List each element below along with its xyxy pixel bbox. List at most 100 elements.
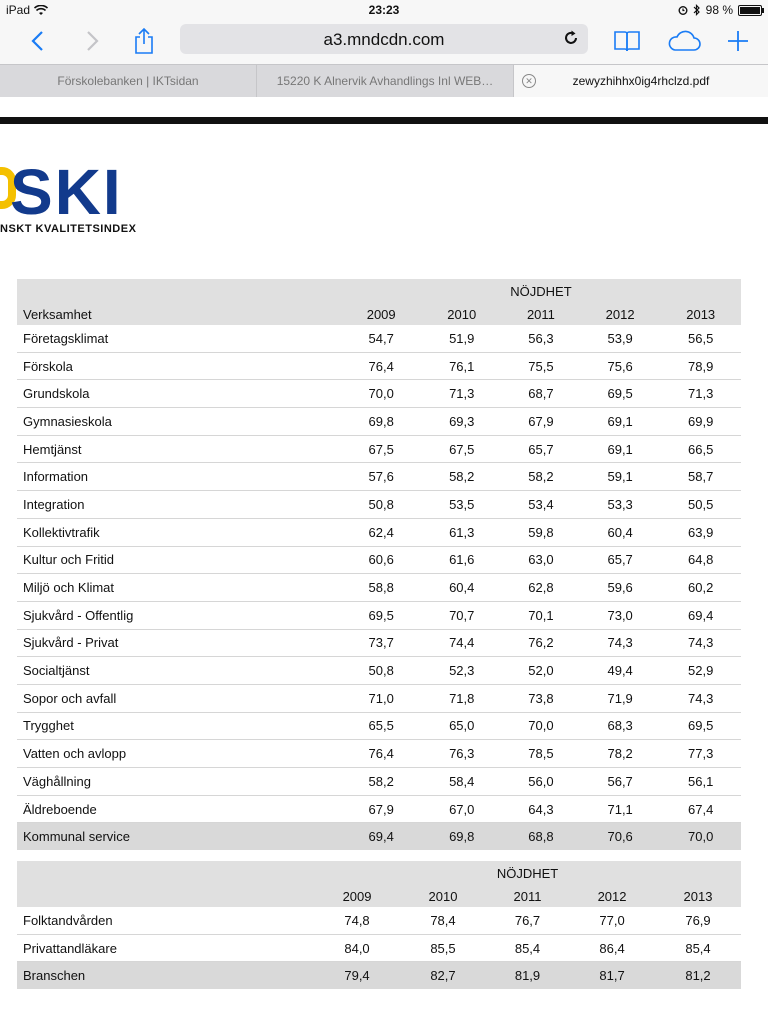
cell-value: 74,4 — [421, 629, 502, 658]
cell-value: 49,4 — [579, 656, 661, 685]
cell-value: 58,2 — [421, 462, 502, 492]
row-label: Grundskola — [17, 379, 341, 409]
cloud-icon — [668, 30, 701, 51]
row-label: Socialtjänst — [17, 656, 341, 685]
tab-pdf[interactable]: ✕ zewyzhihhx0ig4rhclzd.pdf — [514, 65, 768, 97]
cell-value: 65,7 — [579, 546, 661, 575]
cell-value: 74,3 — [660, 629, 741, 658]
table-row: Sopor och avfall 71,0 71,8 73,8 71,9 74,3 — [17, 684, 741, 713]
battery-percent: 98 % — [705, 3, 733, 17]
table-row: Sjukvård - Offentlig 69,5 70,7 70,1 73,0 69,4 — [17, 601, 741, 630]
year-header: 2009 — [340, 303, 422, 325]
cell-value: 69,9 — [660, 407, 741, 436]
cell-value: 67,0 — [421, 795, 502, 824]
address-bar[interactable]: a3.mndcdn.com — [180, 24, 588, 54]
table-row: Äldreboende 67,9 67,0 64,3 71,1 67,4 — [17, 795, 741, 824]
cell-value: 78,4 — [400, 907, 486, 935]
logo-mark — [0, 167, 16, 209]
year-header: 2012 — [569, 885, 656, 907]
cell-value: 56,3 — [501, 325, 580, 353]
year-header: 2013 — [655, 885, 741, 907]
table-row: Kultur och Fritid 60,6 61,6 63,0 65,7 64,8 — [17, 546, 741, 575]
table-row: Integration 50,8 53,5 53,4 53,3 50,5 — [17, 490, 741, 519]
total-row: Kommunal service 69,4 69,8 68,8 70,6 70,0 — [17, 822, 741, 851]
close-tab-icon[interactable]: ✕ — [522, 74, 536, 88]
cell-value: 71,0 — [340, 684, 422, 713]
cell-value: 59,1 — [579, 462, 661, 492]
url-text[interactable]: a3.mndcdn.com — [323, 30, 445, 49]
table-row: Förskola 76,4 76,1 75,5 75,6 78,9 — [17, 352, 741, 381]
year-header: 2010 — [421, 303, 502, 325]
table-row: Företagsklimat 54,7 51,9 56,3 53,9 56,5 — [17, 325, 741, 353]
year-header: 2011 — [485, 885, 570, 907]
cell-value: 53,4 — [501, 490, 580, 519]
cell-value: 60,4 — [421, 573, 502, 602]
cell-value: 56,5 — [660, 325, 741, 353]
cell-value: 59,8 — [501, 518, 580, 547]
reload-icon[interactable] — [562, 29, 580, 47]
cell-value: 60,2 — [660, 573, 741, 602]
icloud-tabs-button[interactable] — [666, 26, 702, 56]
satisfaction-table-dental: NÖJDHET 2009 2010 2011 2012 2013 Folktandvårde… — [17, 861, 741, 990]
new-tab-button[interactable] — [724, 26, 752, 56]
share-button[interactable] — [130, 26, 158, 56]
cell-value: 64,8 — [660, 546, 741, 575]
total-value: 79,4 — [314, 961, 400, 990]
cell-value: 63,9 — [660, 518, 741, 547]
cell-value: 73,8 — [501, 684, 580, 713]
table-row: Information 57,6 58,2 58,2 59,1 58,7 — [17, 462, 741, 492]
row-label: Sopor och avfall — [17, 684, 341, 713]
cell-value: 64,3 — [501, 795, 580, 824]
cell-value: 76,2 — [501, 629, 580, 658]
row-label: Folktandvården — [17, 907, 315, 935]
group-header: NÖJDHET — [340, 279, 741, 303]
tab-label: zewyzhihhx0ig4rhclzd.pdf — [572, 74, 710, 88]
cell-value: 73,7 — [340, 629, 422, 658]
row-label: Kultur och Fritid — [17, 546, 341, 575]
table-row: Socialtjänst 50,8 52,3 52,0 49,4 52,9 — [17, 656, 741, 685]
share-icon — [135, 27, 153, 54]
tab-label: Förskolebanken | IKTsidan — [57, 74, 199, 88]
tab-alnervik[interactable]: 15220 K Alnervik Avhandlings Inl WEB… — [257, 65, 514, 97]
cell-value: 86,4 — [569, 934, 656, 963]
cell-value: 84,0 — [314, 934, 400, 963]
cell-value: 61,6 — [421, 546, 502, 575]
table-row: Trygghet 65,5 65,0 70,0 68,3 69,5 — [17, 712, 741, 741]
cell-value: 75,6 — [579, 352, 661, 381]
back-button[interactable] — [24, 26, 50, 56]
cell-value: 71,1 — [579, 795, 661, 824]
forward-button[interactable] — [80, 26, 106, 56]
cell-value: 69,5 — [340, 601, 422, 630]
cell-value: 77,0 — [569, 907, 656, 935]
cell-value: 67,9 — [501, 407, 580, 436]
book-icon — [614, 31, 640, 52]
cell-value: 68,7 — [501, 379, 580, 409]
cell-value: 56,7 — [579, 767, 661, 796]
cell-value: 69,3 — [421, 407, 502, 436]
cell-value: 73,0 — [579, 601, 661, 630]
satisfaction-table-municipal: NÖJDHET Verksamhet 2009 2010 2011 2012 2013 För… — [17, 279, 741, 851]
cell-value: 52,9 — [660, 656, 741, 685]
cell-value: 59,6 — [579, 573, 661, 602]
tab-forskolebanken[interactable]: Förskolebanken | IKTsidan — [0, 65, 257, 97]
battery-level — [740, 6, 760, 14]
cell-value: 54,7 — [340, 325, 422, 353]
cell-value: 60,6 — [340, 546, 422, 575]
cell-value: 69,8 — [340, 407, 422, 436]
chevron-left-icon — [31, 31, 43, 51]
row-label: Äldreboende — [17, 795, 341, 824]
cell-value: 58,7 — [660, 462, 741, 492]
bookmarks-button[interactable] — [612, 26, 642, 56]
cell-value: 76,4 — [340, 352, 422, 381]
table-row: Miljö och Klimat 58,8 60,4 62,8 59,6 60,2 — [17, 573, 741, 602]
cell-value: 76,3 — [421, 739, 502, 768]
status-bar: iPad 23:23 98 % — [0, 0, 768, 20]
cell-value: 70,1 — [501, 601, 580, 630]
page-top-rule — [0, 117, 768, 124]
pdf-document: SKI NSKT KVALITETSINDEX NÖJDHET Verksamhe… — [0, 97, 768, 1024]
cell-value: 68,3 — [579, 712, 661, 741]
table-row: Väghållning 58,2 58,4 56,0 56,7 56,1 — [17, 767, 741, 796]
total-value: 81,7 — [569, 961, 656, 990]
group-header-blank — [17, 279, 341, 303]
total-value: 81,2 — [655, 961, 741, 990]
